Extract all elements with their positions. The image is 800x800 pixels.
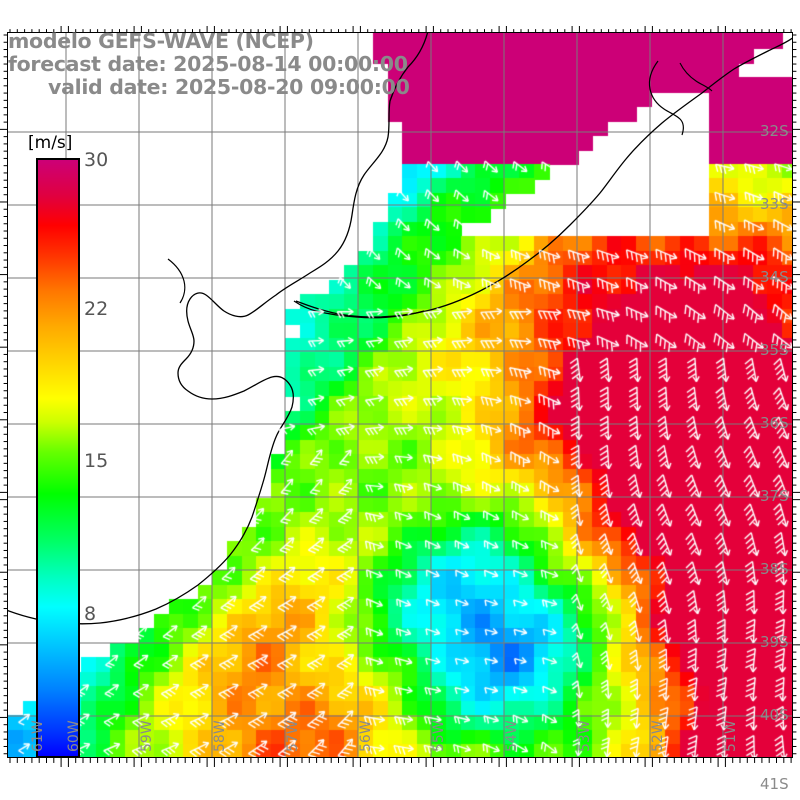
colorbar <box>36 158 80 758</box>
colorbar-tick-15: 15 <box>84 450 109 472</box>
lat-label-41S: 41S <box>760 775 789 793</box>
lon-label-60W: 60W <box>66 720 82 752</box>
lon-label-58W: 58W <box>212 720 228 752</box>
lat-label-36S: 36S <box>760 414 789 432</box>
lon-label-61W: 61W <box>30 720 46 752</box>
colorbar-tick-8: 8 <box>84 603 97 625</box>
lon-label-52W: 52W <box>650 720 666 752</box>
lat-label-38S: 38S <box>760 560 789 578</box>
colorbar-gradient <box>36 158 80 758</box>
lat-label-39S: 39S <box>760 633 789 651</box>
lon-label-54W: 54W <box>504 720 520 752</box>
lat-label-34S: 34S <box>760 268 789 286</box>
lon-label-59W: 59W <box>139 720 155 752</box>
lon-label-55W: 55W <box>431 720 447 752</box>
colorbar-tick-30: 30 <box>84 149 109 171</box>
axis-ticks-bottom <box>9 758 792 767</box>
lat-label-35S: 35S <box>760 341 789 359</box>
lon-label-51W: 51W <box>723 720 739 752</box>
lat-label-37S: 37S <box>760 487 789 505</box>
lat-label-40S: 40S <box>760 706 789 724</box>
lat-label-32S: 32S <box>760 122 789 140</box>
lat-label-33S: 33S <box>760 195 789 213</box>
lon-label-57W: 57W <box>285 720 301 752</box>
colorbar-tick-22: 22 <box>84 298 109 320</box>
colorbar-unit-label: [m/s] <box>28 133 73 153</box>
axis-ticks-right <box>792 34 800 755</box>
lon-label-53W: 53W <box>577 720 593 752</box>
map-plot-area[interactable] <box>7 32 793 758</box>
wind-speed-heatmap <box>8 33 792 757</box>
lon-label-56W: 56W <box>358 720 374 752</box>
